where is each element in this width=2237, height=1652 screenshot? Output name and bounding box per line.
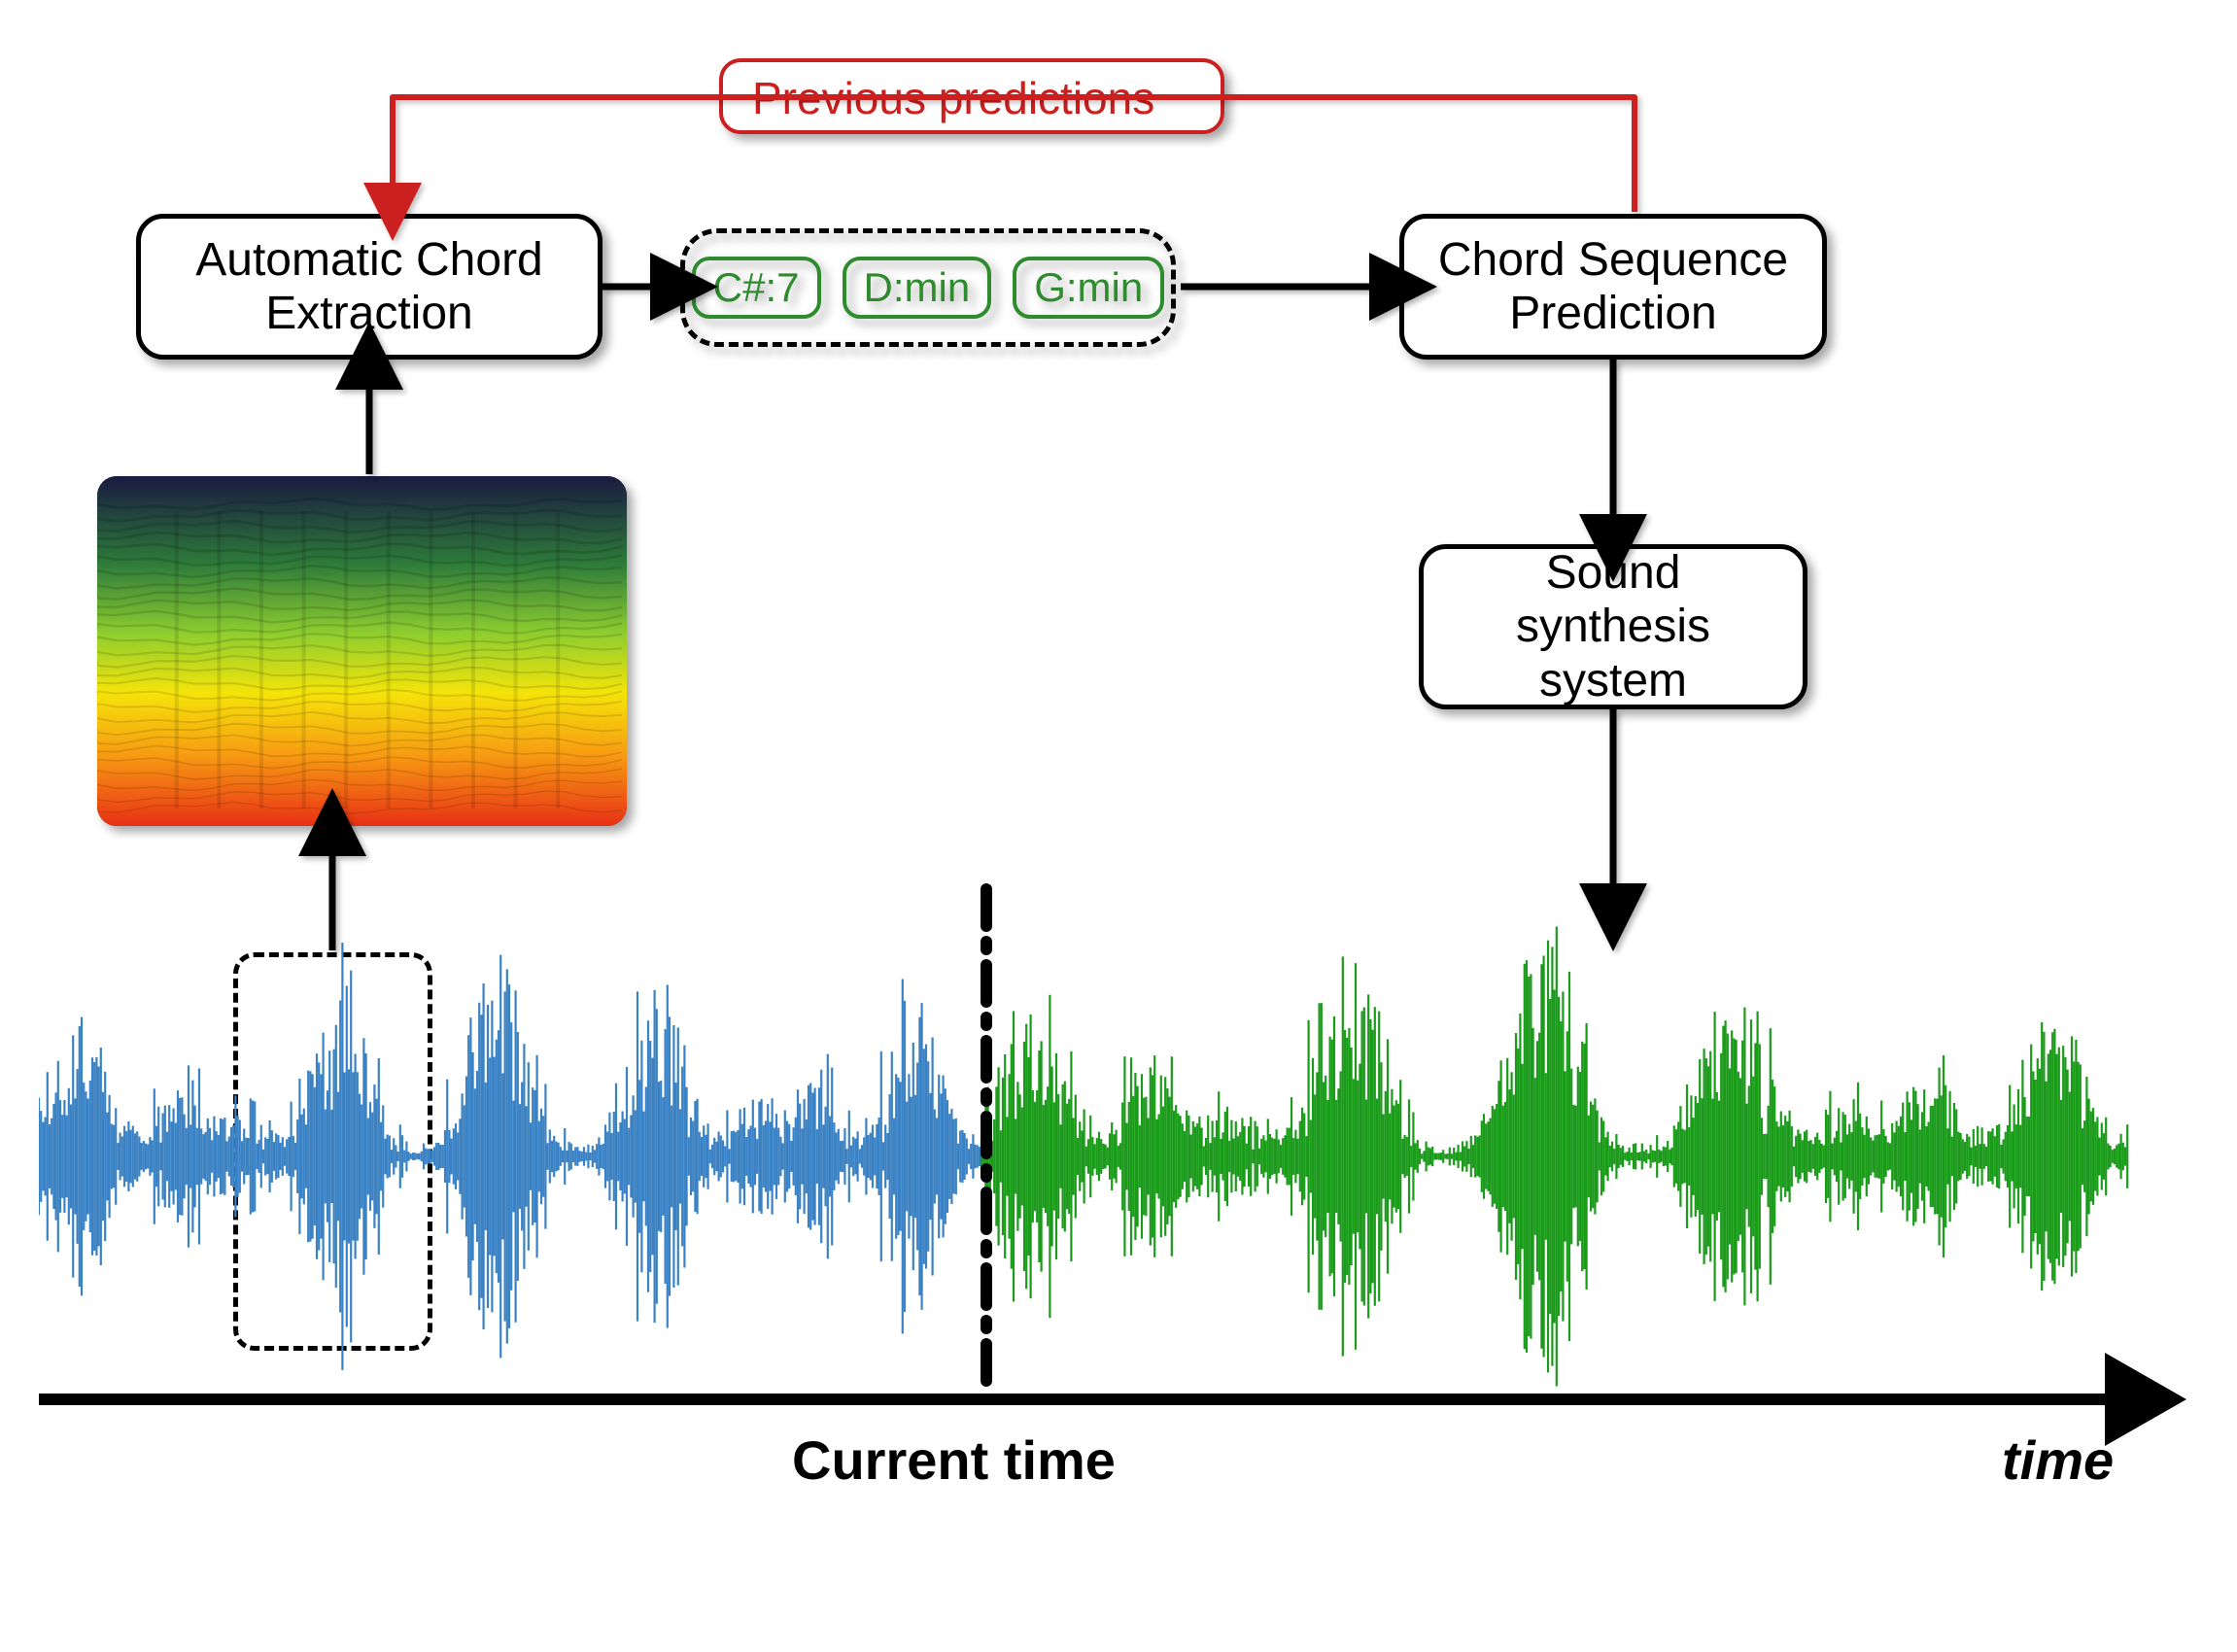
time-axis-label: time bbox=[2002, 1428, 2114, 1492]
csp-line1: Chord Sequence bbox=[1438, 234, 1788, 286]
feedback-label: Previous predictions bbox=[719, 58, 1224, 134]
ace-line2: Extraction bbox=[265, 288, 472, 339]
feedback-text: Previous predictions bbox=[752, 73, 1154, 123]
csp-block: Chord Sequence Prediction bbox=[1399, 214, 1827, 360]
synth-block: Sound synthesis system bbox=[1419, 544, 1807, 709]
chord-sequence-box: C#:7 D:min G:min bbox=[680, 228, 1176, 347]
chord-pill: C#:7 bbox=[692, 257, 821, 319]
synth-line2: system bbox=[1539, 655, 1687, 706]
ace-line1: Automatic Chord bbox=[195, 234, 543, 286]
synth-line1: Sound synthesis bbox=[1516, 547, 1710, 652]
ace-block: Automatic Chord Extraction bbox=[136, 214, 602, 360]
spectrogram-image bbox=[97, 476, 627, 826]
flowchart-diagram: Previous predictions Automatic Chord Ext… bbox=[39, 58, 2196, 1613]
chord-pill: D:min bbox=[843, 257, 992, 319]
chord-pill: G:min bbox=[1013, 257, 1164, 319]
current-time-label: Current time bbox=[792, 1428, 1116, 1492]
waveform-selection bbox=[233, 952, 432, 1351]
csp-line2: Prediction bbox=[1509, 288, 1716, 339]
